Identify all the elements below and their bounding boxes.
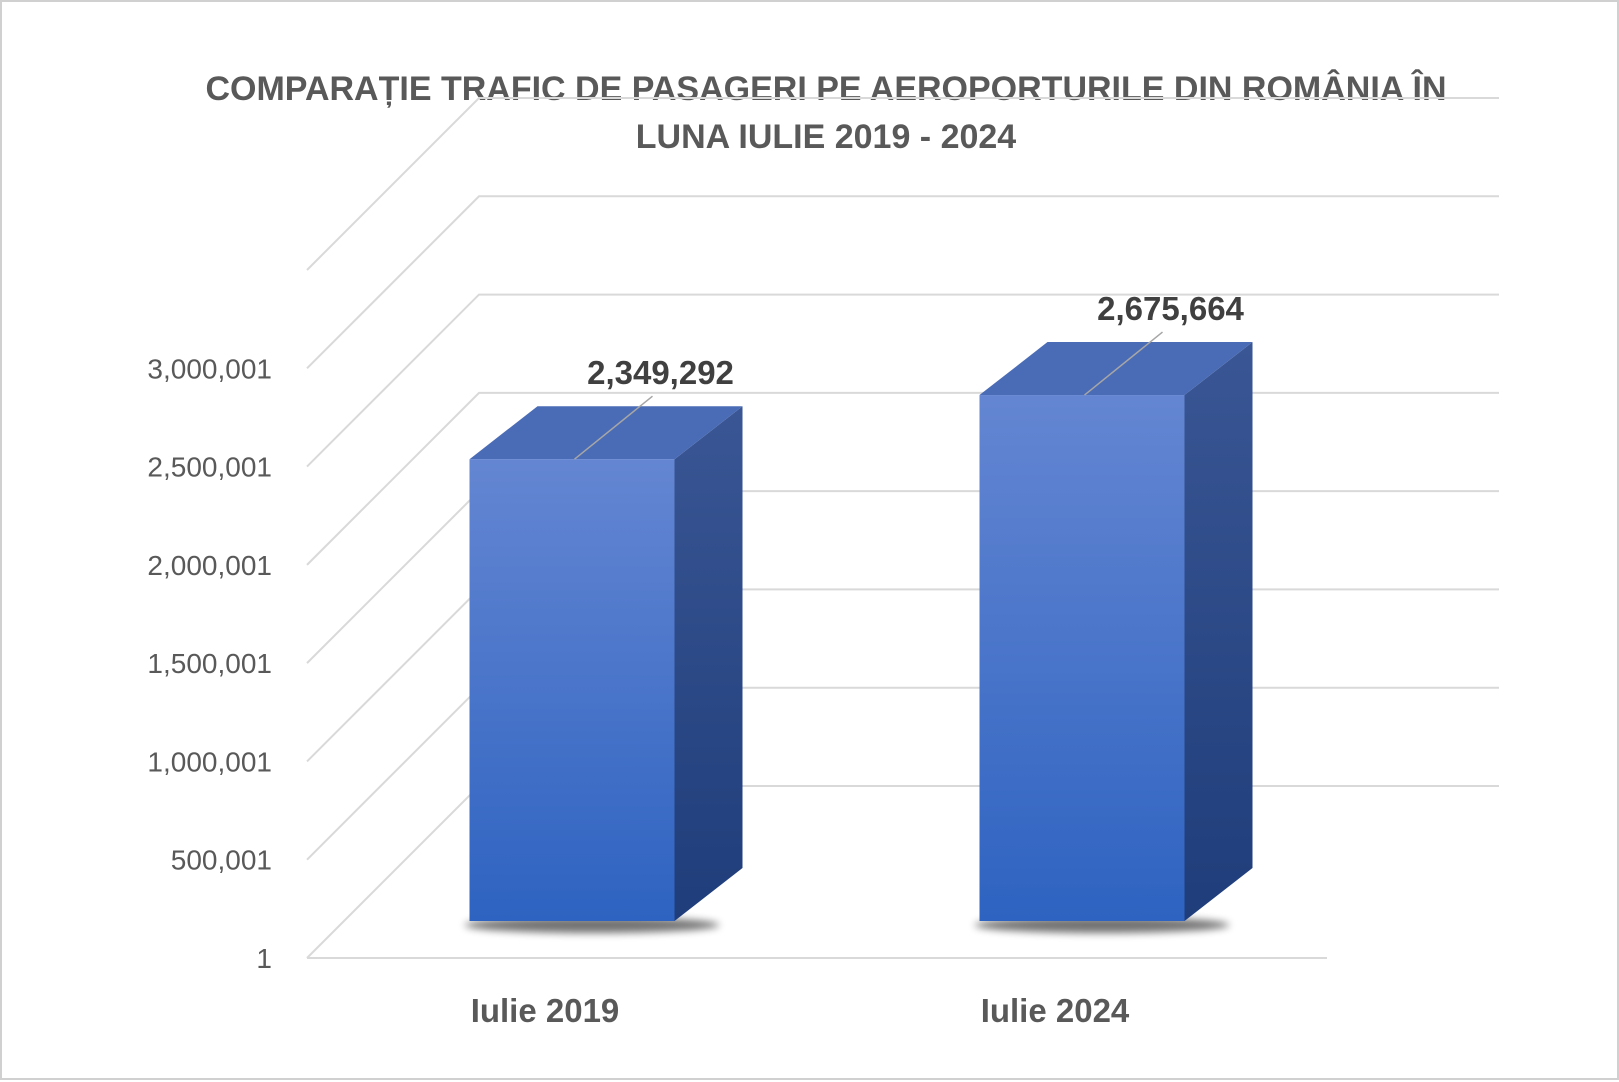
x-axis-tick-labels: Iulie 2019 Iulie 2024	[471, 992, 1130, 1029]
data-labels: 2,349,292 2,675,664	[574, 290, 1245, 460]
data-label: 2,675,664	[1097, 290, 1244, 327]
gridline	[306, 195, 1499, 369]
data-label: 2,349,292	[587, 354, 734, 391]
bar-side-face	[1184, 342, 1253, 921]
data-label-leader-line	[574, 395, 653, 460]
gridline	[306, 293, 1499, 468]
bar-top-face	[979, 342, 1253, 396]
y-tick-label: 2,000,001	[147, 550, 272, 581]
chart-title-line-2: LUNA IULIE 2019 - 2024	[636, 118, 1017, 156]
y-tick-label: 1,000,001	[147, 746, 272, 777]
chart-title-line-1: COMPARAȚIE TRAFIC DE PASAGERI PE AEROPOR…	[205, 70, 1446, 108]
y-tick-label: 500,001	[171, 845, 272, 876]
y-tick-label: 1,500,001	[147, 648, 272, 679]
bar	[469, 459, 675, 921]
x-tick-label: Iulie 2024	[981, 992, 1130, 1029]
data-label-leader-line	[1084, 331, 1163, 396]
gridlines	[306, 97, 1499, 959]
y-tick-label: 2,500,001	[147, 452, 272, 483]
y-axis-tick-labels: 1 500,001 1,000,001 1,500,001 2,000,001 2,500…	[147, 353, 272, 974]
y-tick-label: 3,000,001	[147, 353, 272, 384]
gridline	[306, 97, 1499, 271]
bar-top-face	[469, 406, 743, 460]
bar	[979, 395, 1185, 921]
bar-side-face	[674, 406, 743, 921]
x-tick-label: Iulie 2019	[471, 992, 620, 1029]
y-tick-label: 1	[256, 943, 272, 974]
bars	[464, 342, 1253, 933]
